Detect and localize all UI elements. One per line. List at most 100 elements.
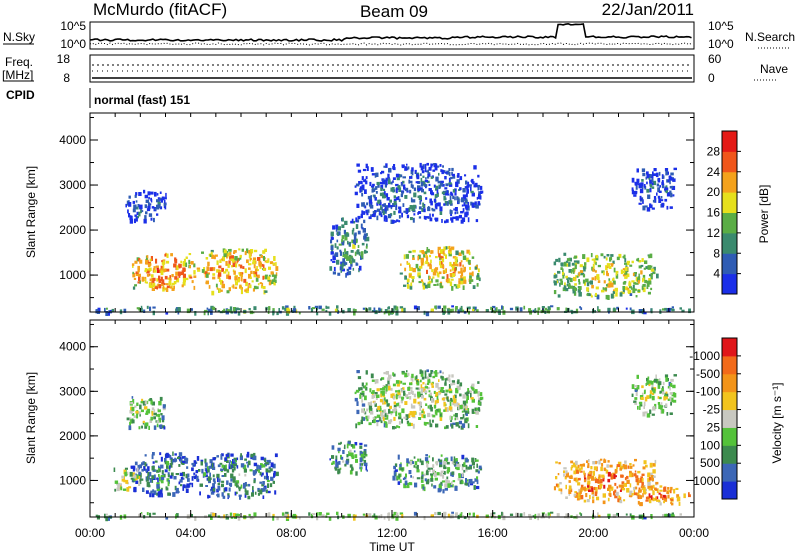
echo-cell: [563, 262, 567, 267]
echo-cell: [646, 181, 648, 185]
echo-cell: [465, 482, 469, 486]
echo-cell: [212, 306, 216, 311]
echo-cell: [433, 198, 437, 203]
colorbar-tick-label: 500: [700, 456, 720, 470]
echo-cell: [349, 464, 353, 468]
echo-cell: [558, 257, 561, 263]
echo-cell: [366, 236, 370, 242]
echo-cell: [154, 460, 158, 463]
echo-cell: [221, 483, 224, 488]
echo-cell: [471, 461, 475, 466]
echo-cell: [253, 274, 257, 278]
time-tick-label: 16:00: [478, 526, 508, 540]
echo-cell: [466, 205, 470, 211]
echo-cell: [434, 370, 438, 374]
echo-cell: [667, 487, 670, 490]
echo-cell: [609, 488, 611, 493]
echo-cell: [477, 185, 480, 191]
echo-cell: [492, 305, 496, 308]
echo-cell: [614, 287, 618, 292]
echo-cell: [654, 487, 656, 490]
echo-cell: [649, 495, 653, 498]
echo-cell: [444, 220, 447, 224]
echo-cell: [358, 181, 361, 185]
echo-cell: [411, 199, 416, 203]
echo-cell: [341, 265, 344, 270]
echo-cell: [399, 306, 404, 309]
echo-cell: [375, 379, 379, 384]
echo-cell: [252, 288, 255, 292]
echo-cell: [437, 305, 441, 309]
echo-cell: [577, 477, 581, 481]
echo-cell: [244, 268, 247, 274]
echo-cell: [344, 463, 347, 467]
echo-cell: [645, 383, 648, 386]
echo-cell: [633, 282, 636, 285]
echo-cell: [192, 464, 196, 467]
echo-cell: [213, 481, 216, 484]
echo-cell: [407, 166, 410, 170]
echo-cell: [339, 266, 342, 271]
echo-cell: [399, 512, 404, 515]
echo-cell: [604, 288, 607, 291]
echo-cell: [634, 190, 638, 194]
echo-cell: [135, 216, 139, 219]
echo-cell: [443, 246, 446, 251]
echo-cell: [670, 192, 673, 198]
echo-cell: [477, 381, 480, 384]
echo-cell: [245, 288, 249, 294]
echo-cell: [364, 450, 367, 454]
echo-cell: [359, 457, 363, 463]
echo-cell: [409, 189, 412, 194]
echo-cell: [344, 236, 348, 241]
echo-cell: [403, 254, 406, 260]
echo-cell: [422, 382, 425, 385]
echo-cell: [427, 169, 429, 173]
echo-cell: [461, 204, 464, 207]
echo-cell: [135, 206, 139, 210]
n-sky-label: N.Sky: [3, 30, 35, 44]
colorbar-swatch: [722, 232, 737, 254]
echo-cell: [466, 249, 470, 254]
echo-cell: [225, 261, 228, 266]
echo-cell: [398, 187, 402, 192]
echo-cell: [624, 270, 628, 275]
echo-cell: [463, 408, 466, 413]
echo-cell: [555, 483, 558, 487]
echo-cell: [427, 382, 430, 385]
echo-cell: [380, 214, 383, 218]
echo-cell: [129, 471, 133, 477]
echo-cell: [617, 461, 622, 467]
echo-cell: [244, 493, 247, 498]
echo-cell: [361, 176, 364, 181]
echo-cell: [444, 393, 448, 396]
echo-cell: [478, 191, 480, 195]
echo-cell: [616, 466, 618, 470]
echo-cell: [408, 250, 412, 254]
echo-cell: [113, 467, 116, 472]
echo-cell: [376, 421, 379, 427]
echo-cell: [575, 262, 577, 267]
echo-cell: [429, 392, 432, 396]
echo-cell: [152, 493, 155, 498]
echo-cell: [626, 287, 630, 291]
echo-cell: [376, 181, 380, 185]
echo-cell: [610, 282, 614, 288]
echo-cell: [262, 264, 265, 270]
echo-cell: [156, 469, 160, 473]
echo-cell: [391, 308, 395, 313]
echo-cell: [569, 277, 573, 283]
echo-cell: [368, 216, 372, 220]
echo-cell: [442, 371, 444, 375]
echo-cell: [180, 272, 185, 276]
echo-cell: [171, 282, 175, 286]
range-tick-label: 4000: [59, 133, 86, 147]
echo-cell: [407, 284, 410, 289]
echo-cell: [438, 186, 441, 189]
echo-cell: [573, 464, 577, 468]
echo-cell: [457, 198, 460, 204]
echo-cell: [648, 174, 652, 177]
echo-cell: [405, 374, 409, 377]
echo-cell: [129, 421, 131, 426]
echo-cell: [608, 492, 612, 496]
